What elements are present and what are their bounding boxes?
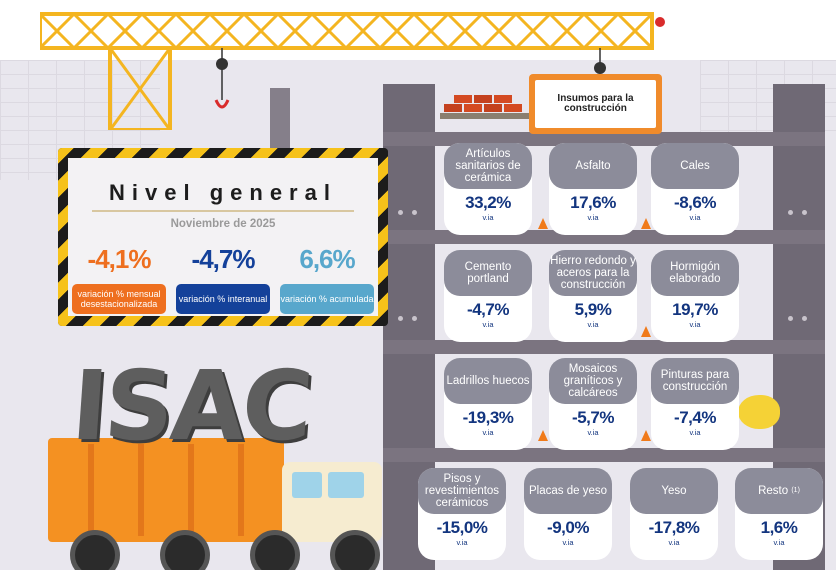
item-label: Pisos y revestimientos cerámicos (418, 468, 506, 514)
item-card: Cemento portland -4,7% v.ia (444, 250, 532, 342)
traffic-cone-icon (538, 430, 548, 441)
item-card: Yeso -17,8% v.ia (630, 468, 718, 560)
truck-wheel-icon (70, 530, 120, 570)
item-unit: v.ia (482, 213, 494, 222)
item-footnote: (1) (791, 487, 800, 494)
item-value: -15,0% (436, 518, 488, 537)
item-label: Mosaicos graníticos y calcáreos (549, 358, 637, 404)
item-label: Cemento portland (444, 250, 532, 296)
bolt (788, 210, 793, 215)
metric-value: -4,1% (87, 244, 152, 274)
panel-divider (92, 210, 354, 212)
item-value: -8,6% (674, 193, 716, 212)
item-unit: v.ia (689, 428, 701, 437)
category-sign-label: Insumos para la construcción (535, 80, 656, 128)
bolt (398, 316, 403, 321)
panel-body: Nivel general Noviembre de 2025 -4,1% va… (68, 158, 378, 316)
item-value: -19,3% (462, 408, 514, 427)
item-label: Hierro redondo y aceros para la construc… (549, 250, 637, 296)
category-sign: Insumos para la construcción (529, 74, 662, 134)
bolt (412, 210, 417, 215)
bricks-icon (440, 95, 530, 119)
item-unit: v.ia (668, 538, 680, 547)
item-unit: v.ia (562, 538, 574, 547)
item-card: Cales -8,6% v.ia (651, 143, 739, 235)
item-label: Hormigón elaborado (651, 250, 739, 296)
item-card: Hormigón elaborado 19,7% v.ia (651, 250, 739, 342)
general-level-panel: Nivel general Noviembre de 2025 -4,1% va… (58, 148, 388, 326)
item-value: -5,7% (572, 408, 614, 427)
item-card: Pisos y revestimientos cerámicos -15,0% … (418, 468, 506, 560)
item-card: Hierro redondo y aceros para la construc… (549, 250, 637, 342)
building-back-column (270, 88, 290, 148)
metric-monthly: -4,1% variación % mensual desestacionali… (72, 240, 166, 314)
item-value: 1,6% (760, 518, 798, 537)
truck-wheel-icon (330, 530, 380, 570)
isac-logo-text: ISAC (68, 350, 314, 462)
item-card: Asfalto 17,6% v.ia (549, 143, 637, 235)
item-card: Resto (1) 1,6% v.ia (735, 468, 823, 560)
item-unit: v.ia (587, 428, 599, 437)
item-value: 17,6% (570, 193, 616, 212)
item-unit: v.ia (482, 428, 494, 437)
dump-truck-bed (48, 438, 284, 542)
item-label: Yeso (630, 468, 718, 514)
item-card: Pinturas para construcción -7,4% v.ia (651, 358, 739, 450)
item-value: -9,0% (547, 518, 589, 537)
metric-value: 6,6% (299, 244, 355, 274)
item-card: Ladrillos huecos -19,3% v.ia (444, 358, 532, 450)
metric-value: -4,7% (191, 244, 256, 274)
traffic-cone-icon (641, 218, 651, 229)
item-label: Pinturas para construcción (651, 358, 739, 404)
cement-mixer-icon (738, 395, 780, 429)
panel-title: Nivel general (109, 180, 337, 205)
traffic-cone-icon (538, 218, 548, 229)
truck-wheel-icon (160, 530, 210, 570)
item-label: Placas de yeso (524, 468, 612, 514)
item-unit: v.ia (587, 320, 599, 329)
bolt (412, 316, 417, 321)
item-unit: v.ia (689, 320, 701, 329)
item-unit: v.ia (689, 213, 701, 222)
item-label: Cales (651, 143, 739, 189)
bolt (398, 210, 403, 215)
item-value: 5,9% (574, 300, 612, 319)
building-floor-4 (383, 448, 825, 462)
metric-label: variación % acumulada (280, 284, 374, 314)
dump-truck-icon (282, 462, 382, 542)
bolt (788, 316, 793, 321)
item-label: Asfalto (549, 143, 637, 189)
item-value: -17,8% (648, 518, 700, 537)
bolt (802, 316, 807, 321)
item-value: -7,4% (674, 408, 716, 427)
building-floor-3 (383, 340, 825, 354)
item-card: Mosaicos graníticos y calcáreos -5,7% v.… (549, 358, 637, 450)
crane-icon (40, 12, 665, 130)
item-value: -4,7% (467, 300, 509, 319)
item-unit: v.ia (587, 213, 599, 222)
metric-accumulated: 6,6% variación % acumulada (280, 240, 374, 314)
item-value: 33,2% (465, 193, 511, 212)
metric-label: variación % mensual desestacionalizada (72, 284, 166, 314)
metric-label: variación % interanual (176, 284, 270, 314)
item-label-text: Resto (758, 485, 789, 497)
traffic-cone-icon (641, 430, 651, 441)
item-unit: v.ia (456, 538, 468, 547)
building-floor-1 (383, 132, 825, 146)
panel-subtitle: Noviembre de 2025 (170, 218, 276, 230)
traffic-cone-icon (641, 326, 651, 337)
item-unit: v.ia (482, 320, 494, 329)
item-label: Ladrillos huecos (444, 358, 532, 404)
item-unit: v.ia (773, 538, 785, 547)
item-value: 19,7% (672, 300, 718, 319)
bolt (802, 210, 807, 215)
item-label: Resto (1) (735, 468, 823, 514)
item-label: Artículos sanitarios de cerámica (444, 143, 532, 189)
item-card: Artículos sanitarios de cerámica 33,2% v… (444, 143, 532, 235)
metric-interannual: -4,7% variación % interanual (176, 240, 270, 314)
item-card: Placas de yeso -9,0% v.ia (524, 468, 612, 560)
truck-wheel-icon (250, 530, 300, 570)
